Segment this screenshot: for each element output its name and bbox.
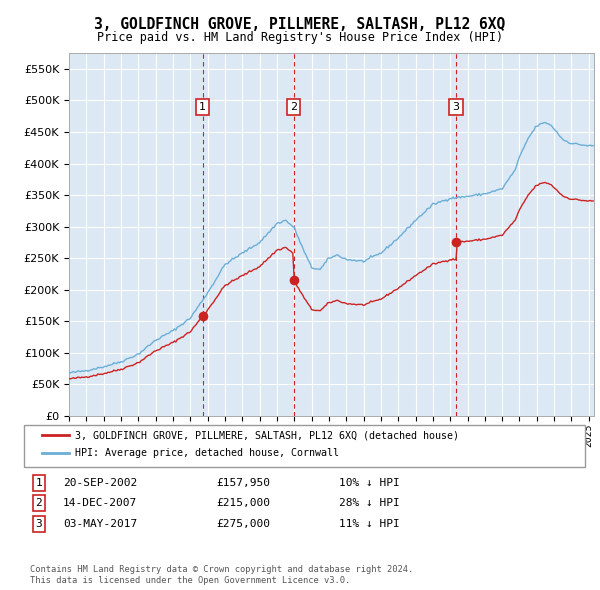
Text: Contains HM Land Registry data © Crown copyright and database right 2024.: Contains HM Land Registry data © Crown c… [30, 565, 413, 575]
Text: £275,000: £275,000 [216, 519, 270, 529]
Text: Price paid vs. HM Land Registry's House Price Index (HPI): Price paid vs. HM Land Registry's House … [97, 31, 503, 44]
Text: HPI: Average price, detached house, Cornwall: HPI: Average price, detached house, Corn… [75, 448, 339, 458]
Text: 2: 2 [35, 499, 43, 508]
Text: 3, GOLDFINCH GROVE, PILLMERE, SALTASH, PL12 6XQ: 3, GOLDFINCH GROVE, PILLMERE, SALTASH, P… [94, 17, 506, 31]
Text: £157,950: £157,950 [216, 478, 270, 487]
Text: 14-DEC-2007: 14-DEC-2007 [63, 499, 137, 508]
Text: 2: 2 [290, 101, 297, 112]
Text: 03-MAY-2017: 03-MAY-2017 [63, 519, 137, 529]
Text: 1: 1 [199, 101, 206, 112]
Text: £215,000: £215,000 [216, 499, 270, 508]
Text: 10% ↓ HPI: 10% ↓ HPI [339, 478, 400, 487]
Text: 3: 3 [35, 519, 43, 529]
Text: 11% ↓ HPI: 11% ↓ HPI [339, 519, 400, 529]
Text: 3, GOLDFINCH GROVE, PILLMERE, SALTASH, PL12 6XQ (detached house): 3, GOLDFINCH GROVE, PILLMERE, SALTASH, P… [75, 431, 459, 440]
Text: This data is licensed under the Open Government Licence v3.0.: This data is licensed under the Open Gov… [30, 576, 350, 585]
Text: 3: 3 [452, 101, 460, 112]
Text: 1: 1 [35, 478, 43, 487]
Text: 20-SEP-2002: 20-SEP-2002 [63, 478, 137, 487]
Text: 28% ↓ HPI: 28% ↓ HPI [339, 499, 400, 508]
